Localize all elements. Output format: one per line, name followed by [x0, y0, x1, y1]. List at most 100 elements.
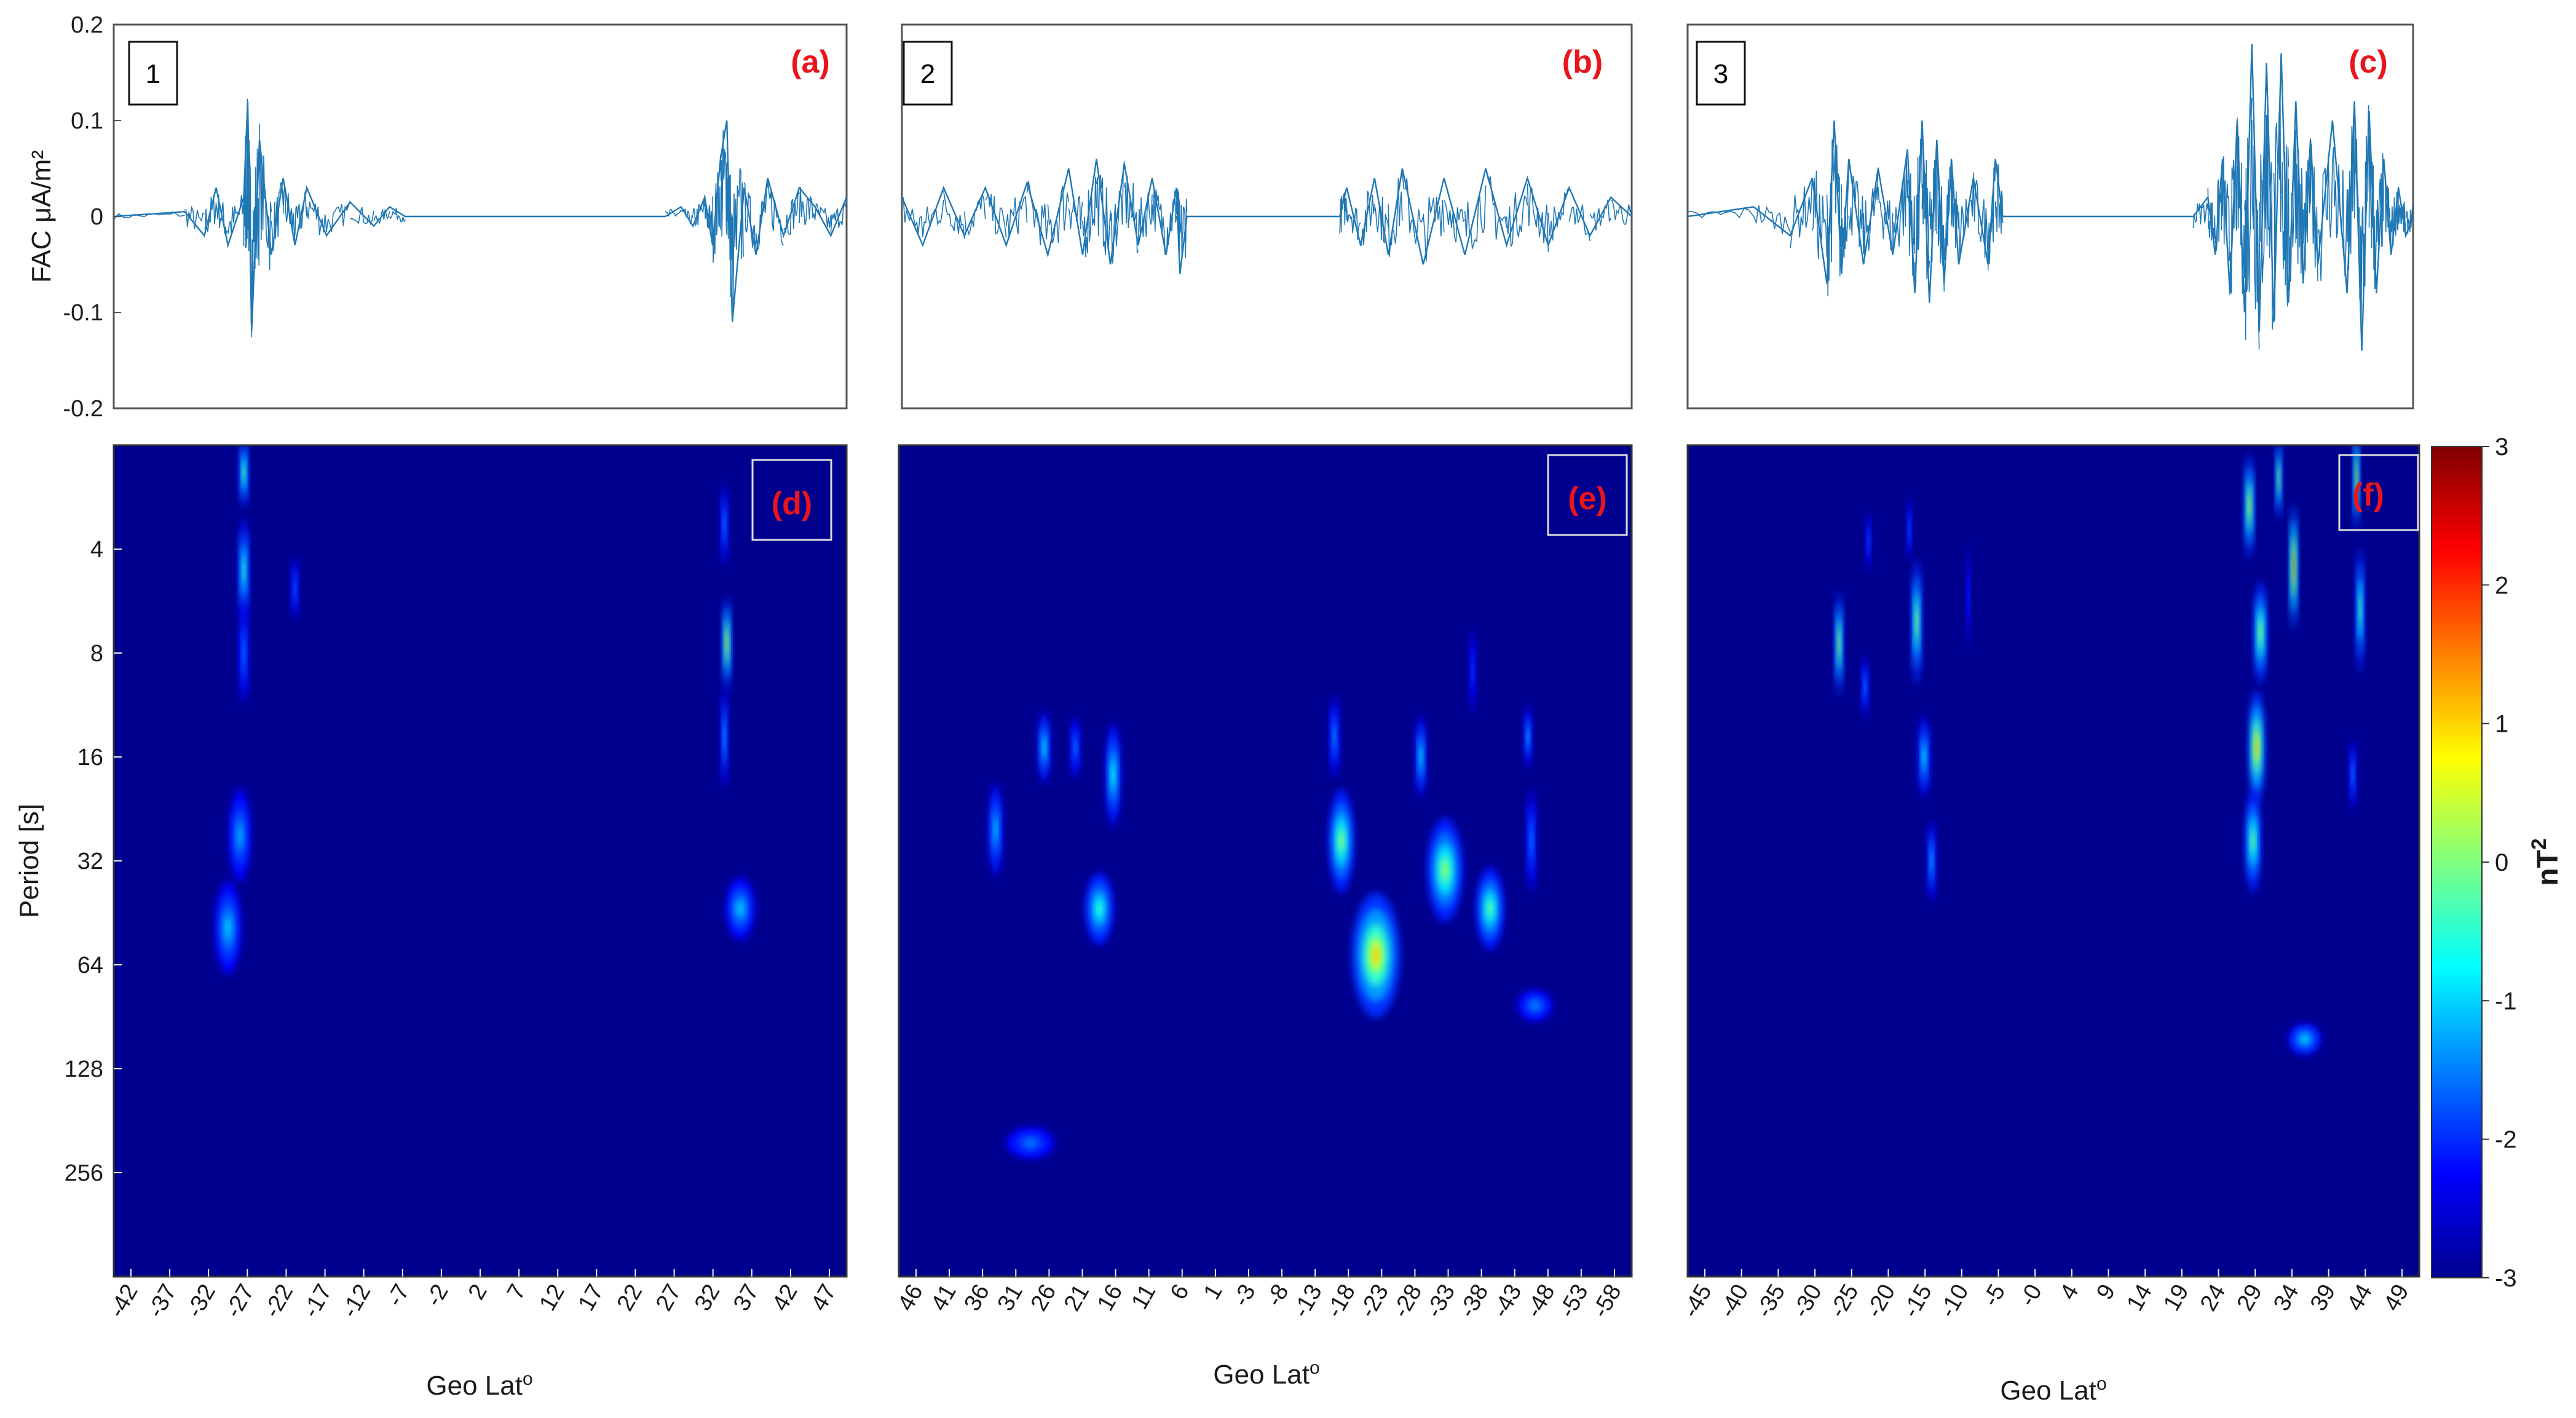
lat-tick-label: -13 — [1288, 1280, 1327, 1323]
panel-f-letter: (f) — [2352, 477, 2384, 513]
panel-e-xlabel-sup: o — [1310, 1358, 1320, 1378]
power-blob — [738, 905, 742, 913]
panel-e-background — [899, 445, 1632, 1277]
power-blob — [2259, 627, 2261, 640]
colorbar-ticks: 3 2 1 0 -1 -2 -3 — [2482, 434, 2517, 1292]
lat-tick-label: -17 — [298, 1280, 338, 1323]
lat-tick-label: -2 — [421, 1280, 453, 1311]
lat-tick-label: -0 — [2015, 1280, 2047, 1311]
power-blob — [1923, 751, 1925, 762]
lat-tick-label: -23 — [1354, 1280, 1394, 1323]
lat-tick-label: -27 — [220, 1280, 259, 1323]
lat-tick-label: -43 — [1488, 1280, 1527, 1323]
power-blob — [1868, 537, 1869, 545]
panel-e-blobs — [989, 629, 1552, 1159]
panel-c-number: 3 — [1713, 59, 1728, 89]
power-blob — [239, 830, 242, 841]
panel-d-letter: (d) — [772, 486, 812, 521]
panel-c-line — [1688, 44, 2413, 351]
panel-a-yticks: 0.2 0.1 0 -0.1 -0.2 — [63, 12, 121, 422]
colorbar-tick-label: 1 — [2495, 711, 2508, 738]
lat-tick-label: 11 — [1126, 1280, 1161, 1314]
power-blob — [1472, 665, 1473, 676]
power-blob — [1027, 1141, 1033, 1145]
fac-ytick-label: -0.1 — [63, 300, 103, 326]
panel-f-blobs — [1835, 445, 2364, 1055]
power-blob — [2278, 473, 2280, 484]
panel-f-frame — [1686, 444, 2420, 1278]
power-blob — [2302, 1037, 2307, 1041]
power-blob — [2293, 559, 2294, 574]
panel-c-letter: (c) — [2349, 44, 2388, 80]
power-blob — [294, 584, 296, 593]
fac-ytick-label: -0.2 — [63, 396, 103, 422]
panel-f-background — [1688, 445, 2419, 1277]
fac-ytick-label: 0 — [90, 204, 103, 230]
power-blob — [1968, 590, 1969, 603]
lat-tick-label: -12 — [337, 1280, 376, 1323]
lat-tick-label: -30 — [1788, 1280, 1827, 1323]
period-tick-label: 32 — [77, 849, 103, 874]
colorbar-tick-label: -2 — [2495, 1127, 2517, 1154]
panel-e-xlabel: Geo Lato — [1213, 1358, 1319, 1390]
lat-tick-label: -5 — [1978, 1280, 2010, 1311]
panel-b-number: 2 — [920, 59, 935, 89]
power-blob — [2356, 472, 2357, 485]
colorbar-gradient — [2431, 446, 2483, 1278]
panel-c-number-box — [1696, 41, 1746, 106]
lat-tick-label: 42 — [767, 1280, 803, 1316]
lat-tick-label: -3 — [1228, 1280, 1261, 1311]
power-blob — [1442, 863, 1447, 876]
lat-tick-label: 4 — [2055, 1280, 2084, 1304]
lat-tick-label: -38 — [1455, 1280, 1494, 1323]
lat-tick-label: 17 — [574, 1280, 609, 1316]
lat-tick-label: 19 — [2159, 1280, 2194, 1316]
panel-a-number: 1 — [146, 59, 160, 89]
colorbar-tick-label: -1 — [2495, 988, 2517, 1015]
lat-tick-label: -10 — [1935, 1280, 1974, 1323]
colorbar-tick-label: 0 — [2495, 849, 2508, 876]
panel-c: 3 (c) — [1686, 23, 2414, 410]
panel-f-xlabel-main: Geo Lat — [2000, 1376, 2096, 1406]
power-blob — [1420, 751, 1421, 762]
lat-tick-label: 31 — [993, 1280, 1029, 1316]
power-blob — [243, 646, 245, 660]
lat-tick-label: 22 — [612, 1280, 648, 1316]
lat-tick-label: -48 — [1521, 1280, 1560, 1323]
lat-tick-label: 6 — [1166, 1280, 1195, 1304]
panel-f-xlabel-sup: o — [2096, 1374, 2107, 1394]
period-tick-label: 128 — [65, 1056, 103, 1082]
panel-e-frame — [898, 444, 1633, 1278]
panel-d-xlabel-main: Geo Lat — [426, 1371, 523, 1401]
lat-tick-label: 1 — [1199, 1280, 1228, 1304]
power-blob — [995, 824, 997, 836]
power-blob — [2252, 834, 2254, 847]
lat-tick-label: 46 — [893, 1280, 928, 1316]
power-blob — [1340, 834, 1343, 847]
panel-b: 2 (b) — [901, 23, 1633, 410]
colorbar-title-sup: 2 — [2527, 838, 2551, 850]
lat-tick-label: 49 — [2379, 1280, 2414, 1316]
lat-tick-label: -28 — [1388, 1280, 1427, 1323]
lat-tick-label: -7 — [382, 1280, 414, 1311]
power-blob — [1916, 614, 1918, 630]
panel-d-blobs — [215, 445, 755, 975]
panel-e-xlabel-main: Geo Lat — [1213, 1360, 1310, 1390]
lat-tick-label: 16 — [1092, 1280, 1128, 1316]
power-blob — [1531, 834, 1532, 847]
panel-f-xlabel: Geo Lato — [2000, 1374, 2106, 1406]
power-blob — [2248, 499, 2250, 513]
panel-a-number-box — [128, 41, 178, 106]
period-tick-label: 64 — [77, 953, 103, 978]
power-blob — [726, 638, 727, 649]
lat-tick-label: -20 — [1861, 1280, 1900, 1323]
panel-d-yticks: 4 8 16 32 64 128 256 — [65, 537, 122, 1186]
lat-tick-label: -18 — [1321, 1280, 1361, 1323]
power-blob — [1373, 948, 1379, 963]
lat-tick-label: 37 — [729, 1280, 764, 1316]
lat-tick-label: -22 — [259, 1280, 298, 1323]
lat-tick-label: 9 — [2092, 1280, 2120, 1304]
lat-tick-label: 32 — [690, 1280, 725, 1316]
lat-tick-label: 29 — [2232, 1280, 2268, 1316]
